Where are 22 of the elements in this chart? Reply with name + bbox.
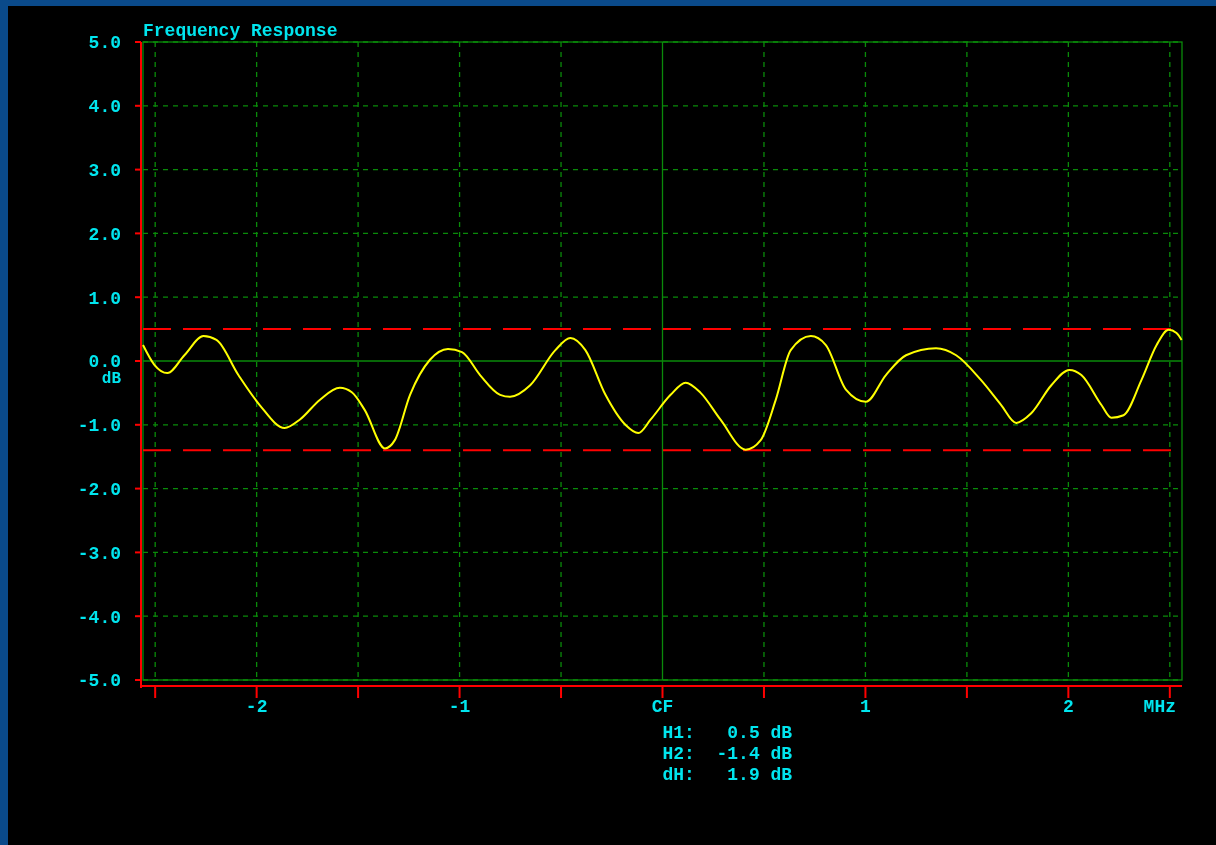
y-tick-label: 1.0 <box>88 288 121 309</box>
y-tick-label: -5.0 <box>77 671 121 692</box>
x-tick-label: CF <box>651 697 674 717</box>
y-tick-label: -1.0 <box>77 416 121 437</box>
text: H1: 0.5 dB <box>662 723 793 743</box>
y-tick-label: 2.0 <box>88 224 121 245</box>
text: H2: -1.4 dB <box>662 744 793 764</box>
y-tick-label: 4.0 <box>88 97 121 118</box>
x-tick-label: -2 <box>245 697 268 717</box>
y-tick-label: -3.0 <box>77 543 121 564</box>
chart-title: Frequency Response <box>143 21 338 41</box>
y-tick-label: -2.0 <box>77 479 121 500</box>
x-axis-title: MHz <box>1143 697 1176 717</box>
y-tick-label: 3.0 <box>88 160 121 181</box>
y-tick-label: -4.0 <box>77 607 121 628</box>
x-tick-label: -1 <box>448 697 471 717</box>
line-series <box>142 328 1183 451</box>
x-tick-label: 2 <box>1062 697 1074 717</box>
x-tick-label: 1 <box>860 697 872 717</box>
text: dH: 1.9 dB <box>662 765 793 785</box>
y-axis-title: dB <box>101 370 122 388</box>
y-tick-label: 5.0 <box>88 33 121 54</box>
